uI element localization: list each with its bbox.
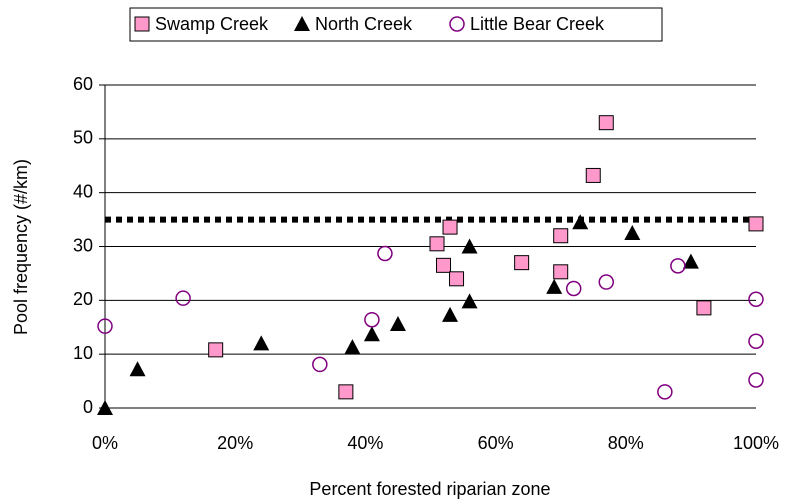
marker: [389, 316, 406, 332]
marker: [344, 339, 361, 355]
marker: [670, 258, 686, 274]
x-tick-label: 80%: [608, 433, 644, 453]
marker: [97, 400, 113, 415]
marker: [748, 291, 764, 308]
marker: [461, 238, 478, 254]
marker: [208, 342, 224, 358]
marker: [364, 311, 380, 328]
y-tick-label: 20: [73, 289, 93, 309]
marker: [461, 293, 478, 309]
y-tick-label: 30: [73, 235, 93, 255]
marker: [338, 384, 354, 400]
legend-label: Swamp Creek: [155, 14, 269, 34]
y-axis-label: Pool frequency (#/km): [11, 159, 31, 335]
marker: [175, 290, 191, 306]
legend-marker: [449, 16, 465, 32]
marker: [565, 280, 582, 297]
marker: [429, 236, 445, 252]
marker: [442, 219, 458, 235]
marker: [682, 253, 699, 269]
marker: [748, 372, 764, 388]
marker: [97, 318, 113, 334]
y-tick-label: 50: [73, 128, 93, 148]
legend-label: North Creek: [315, 14, 413, 34]
legend-marker: [294, 16, 310, 31]
marker: [553, 264, 569, 280]
marker: [696, 300, 712, 316]
marker: [312, 356, 328, 373]
marker: [553, 228, 569, 244]
y-tick-label: 0: [83, 397, 93, 417]
marker: [129, 361, 146, 377]
x-axis-label: Percent forested riparian zone: [309, 479, 550, 499]
marker: [436, 257, 452, 273]
legend-label: Little Bear Creek: [470, 14, 605, 34]
marker: [748, 333, 764, 349]
marker: [657, 384, 673, 400]
marker: [253, 335, 270, 351]
marker: [572, 214, 589, 230]
legend-box: [129, 7, 663, 42]
x-tick-label: 100%: [733, 433, 779, 453]
legend-marker: [134, 16, 150, 32]
marker: [546, 278, 563, 294]
marker: [585, 167, 601, 183]
marker: [514, 255, 530, 271]
x-tick-label: 20%: [217, 433, 253, 453]
marker: [363, 326, 380, 342]
marker: [624, 225, 641, 241]
marker: [449, 271, 465, 287]
x-tick-label: 0%: [92, 433, 118, 453]
marker: [442, 306, 459, 322]
marker: [598, 115, 614, 131]
y-tick-label: 10: [73, 343, 93, 363]
y-tick-label: 40: [73, 181, 93, 201]
marker: [598, 274, 615, 290]
x-tick-label: 40%: [347, 433, 383, 453]
x-tick-label: 60%: [478, 433, 514, 453]
y-tick-label: 60: [73, 74, 93, 94]
marker: [748, 216, 764, 232]
marker: [377, 245, 393, 262]
